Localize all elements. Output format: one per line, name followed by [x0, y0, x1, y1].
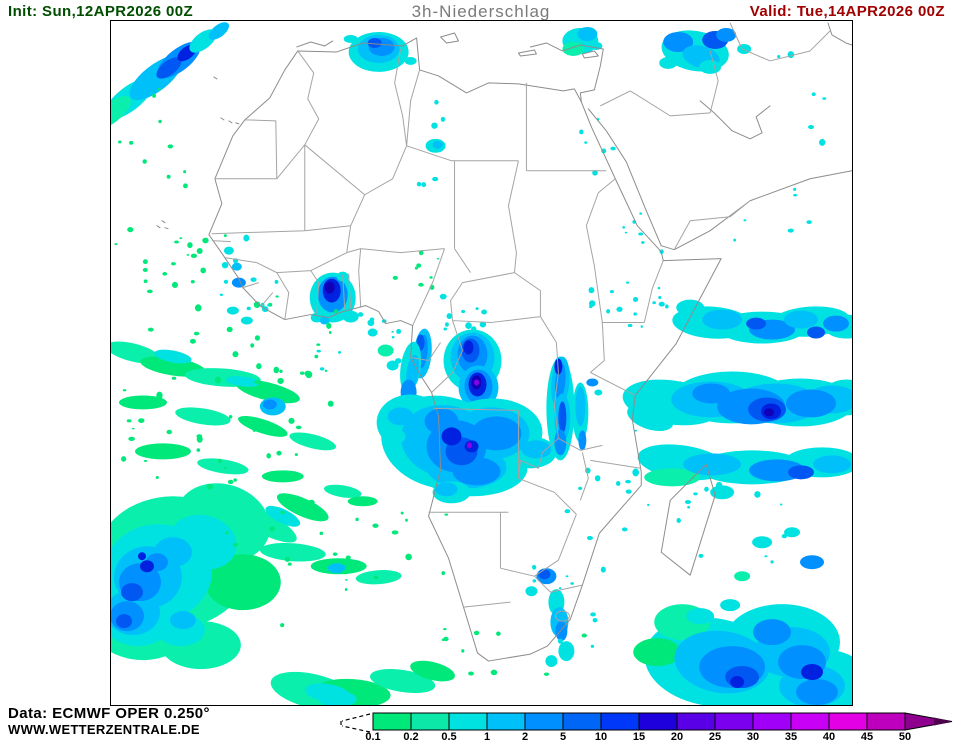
sahel-borders	[304, 194, 541, 326]
init-time-label: Init: Sun,12APR2026 00Z	[8, 3, 194, 20]
legend-tick-label: 0.1	[365, 731, 380, 741]
legend-tick-label: 20	[671, 731, 683, 741]
legend-tick-label: 15	[633, 731, 645, 741]
website-label: WWW.WETTERZENTRALE.DE	[8, 722, 200, 737]
precipitation-legend: 0.1 0.2 0.5 1 2 5 10 15 20 25 30 35 40 45 50	[330, 706, 959, 741]
legend-tick-label: 10	[595, 731, 607, 741]
legend-tick-label: 25	[709, 731, 721, 741]
atlantic-islands	[156, 76, 240, 230]
legend-tick-label: 45	[861, 731, 873, 741]
east-africa-borders	[539, 178, 664, 501]
madagascar-coastline	[660, 463, 716, 576]
legend-tick-label: 0.2	[403, 731, 418, 741]
west-africa-borders	[211, 240, 362, 320]
mediterranean-and-levant	[296, 32, 604, 103]
forecast-map	[110, 20, 853, 706]
central-southern-borders	[410, 320, 583, 622]
legend-scale: 0.1 0.2 0.5 1 2 5 10 15 20 25 30 35 40 45 50	[340, 712, 953, 741]
data-source-label: Data: ECMWF OPER 0.250°	[8, 705, 210, 722]
africa-coastline	[208, 37, 722, 662]
legend-tick-label: 2	[522, 731, 528, 741]
coastline-layer	[156, 22, 852, 662]
valid-time-label: Valid: Tue,14APR2026 00Z	[749, 3, 945, 20]
legend-tick-label: 40	[823, 731, 835, 741]
legend-tick-label: 50	[899, 731, 911, 741]
north-africa-borders	[211, 48, 607, 253]
legend-tick-label: 30	[747, 731, 759, 741]
legend-tick-label: 0.5	[441, 731, 456, 741]
map-canvas	[111, 22, 852, 705]
legend-tick-label: 35	[785, 731, 797, 741]
country-borders-layer	[211, 22, 831, 622]
legend-tick-label: 5	[560, 731, 566, 741]
legend-tick-label: 1	[484, 731, 490, 741]
arabia-coastline	[587, 22, 852, 251]
middle-east-borders	[600, 22, 831, 250]
precipitation-layer	[111, 22, 852, 705]
